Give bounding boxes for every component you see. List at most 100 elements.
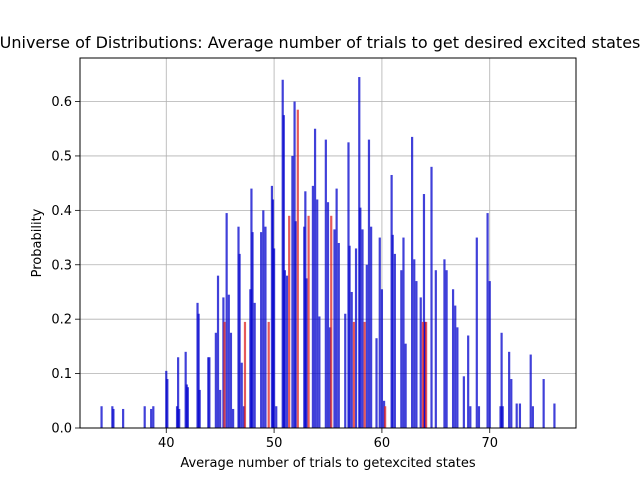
blue-bar — [311, 185, 315, 428]
blue-bar — [501, 406, 504, 428]
blue-bar — [318, 316, 321, 428]
red-bar — [421, 321, 424, 428]
blue-bar — [391, 234, 394, 428]
y-axis-label: Probability — [30, 208, 45, 277]
blue-bar — [337, 243, 340, 428]
blue-bar — [531, 406, 534, 428]
blue-bar — [324, 139, 327, 428]
red-bar — [267, 321, 270, 428]
blue-bar — [475, 237, 478, 428]
blue-bar — [264, 226, 267, 428]
red-bar — [223, 321, 226, 428]
chart-title: Universe of Distributions: Average numbe… — [0, 33, 640, 52]
blue-bar — [232, 408, 235, 428]
x-tick-label: 60 — [374, 436, 391, 451]
blue-bar — [443, 259, 446, 428]
blue-bar — [229, 332, 233, 428]
blue-bar — [272, 248, 276, 428]
blue-bar — [454, 305, 457, 428]
blue-bar — [542, 379, 545, 428]
y-tick-label: 0.6 — [51, 95, 72, 110]
x-tick-label: 70 — [481, 436, 498, 451]
blue-bar — [219, 389, 222, 428]
blue-bar — [359, 207, 362, 428]
blue-bar — [122, 408, 125, 428]
blue-bar — [378, 237, 381, 428]
blue-bar — [294, 221, 297, 428]
blue-bar — [275, 406, 278, 428]
blue-bar — [197, 313, 200, 428]
bar-marks — [100, 77, 556, 429]
blue-bar — [335, 188, 338, 428]
red-bar — [243, 321, 247, 428]
blue-bar — [402, 237, 405, 428]
red-bar — [384, 406, 387, 428]
blue-bar — [529, 354, 532, 428]
axes-frame — [79, 57, 577, 429]
blue-bar — [354, 248, 358, 428]
blue-bar — [333, 229, 336, 428]
blue-bar — [411, 136, 414, 428]
blue-bar — [227, 294, 230, 428]
blue-bar — [285, 275, 289, 428]
blue-bar — [251, 232, 254, 428]
blue-bar — [462, 376, 465, 428]
blue-bar — [510, 379, 513, 428]
blue-bar — [434, 270, 437, 428]
blue-bar — [370, 226, 373, 428]
blue-bar — [326, 202, 330, 428]
blue-bar — [112, 408, 115, 428]
blue-bar — [413, 259, 416, 428]
blue-bar — [400, 270, 403, 428]
x-axis-label: Average number of trials to getexcited s… — [180, 456, 476, 471]
y-tick-label: 0.3 — [51, 258, 72, 273]
blue-bar — [350, 291, 353, 428]
blue-bar — [240, 362, 243, 428]
red-bar — [425, 321, 428, 428]
x-tick-label: 50 — [266, 436, 283, 451]
blue-bar — [313, 128, 317, 428]
blue-bar — [477, 406, 481, 428]
blue-bar — [500, 332, 503, 428]
blue-bar — [166, 379, 169, 428]
blue-bar — [260, 232, 263, 428]
blue-bar — [225, 213, 228, 428]
blue-bar — [150, 408, 153, 428]
blue-bar — [430, 166, 433, 428]
blue-bar — [380, 289, 384, 428]
blue-bar — [451, 289, 455, 428]
y-tick-label: 0.2 — [51, 313, 72, 328]
blue-bar — [488, 281, 491, 428]
blue-bar — [365, 264, 368, 428]
blue-bar — [186, 387, 189, 428]
blue-bar — [216, 275, 220, 428]
y-tick-label: 0.5 — [51, 149, 72, 164]
red-bar — [296, 109, 299, 429]
red-bar — [307, 215, 310, 428]
y-tick-label: 0.1 — [51, 367, 72, 382]
blue-bar — [393, 253, 396, 428]
blue-bar — [238, 253, 241, 428]
blue-bar — [419, 297, 422, 428]
blue-bar — [262, 210, 265, 428]
y-tick-label: 0.0 — [51, 422, 72, 437]
y-axis-ticks: 0.0 0.1 0.2 0.3 0.4 0.5 0.6 — [51, 95, 80, 437]
blue-bar — [515, 403, 518, 428]
blue-bar — [467, 335, 470, 428]
y-tick-label: 0.4 — [51, 204, 72, 219]
blue-bar — [486, 213, 489, 428]
blue-bar — [422, 194, 426, 428]
blue-bar — [456, 327, 459, 428]
blue-bar — [291, 155, 294, 429]
blue-bar — [143, 406, 146, 428]
blue-bar — [367, 139, 371, 428]
blue-bar — [208, 357, 211, 428]
red-bar — [288, 215, 291, 428]
blue-bar — [177, 357, 180, 428]
blue-bar — [305, 278, 308, 428]
blue-bar — [198, 389, 201, 428]
blue-bar — [178, 408, 181, 428]
blue-bar — [214, 332, 217, 428]
blue-bar — [100, 406, 103, 428]
blue-bar — [253, 302, 256, 428]
